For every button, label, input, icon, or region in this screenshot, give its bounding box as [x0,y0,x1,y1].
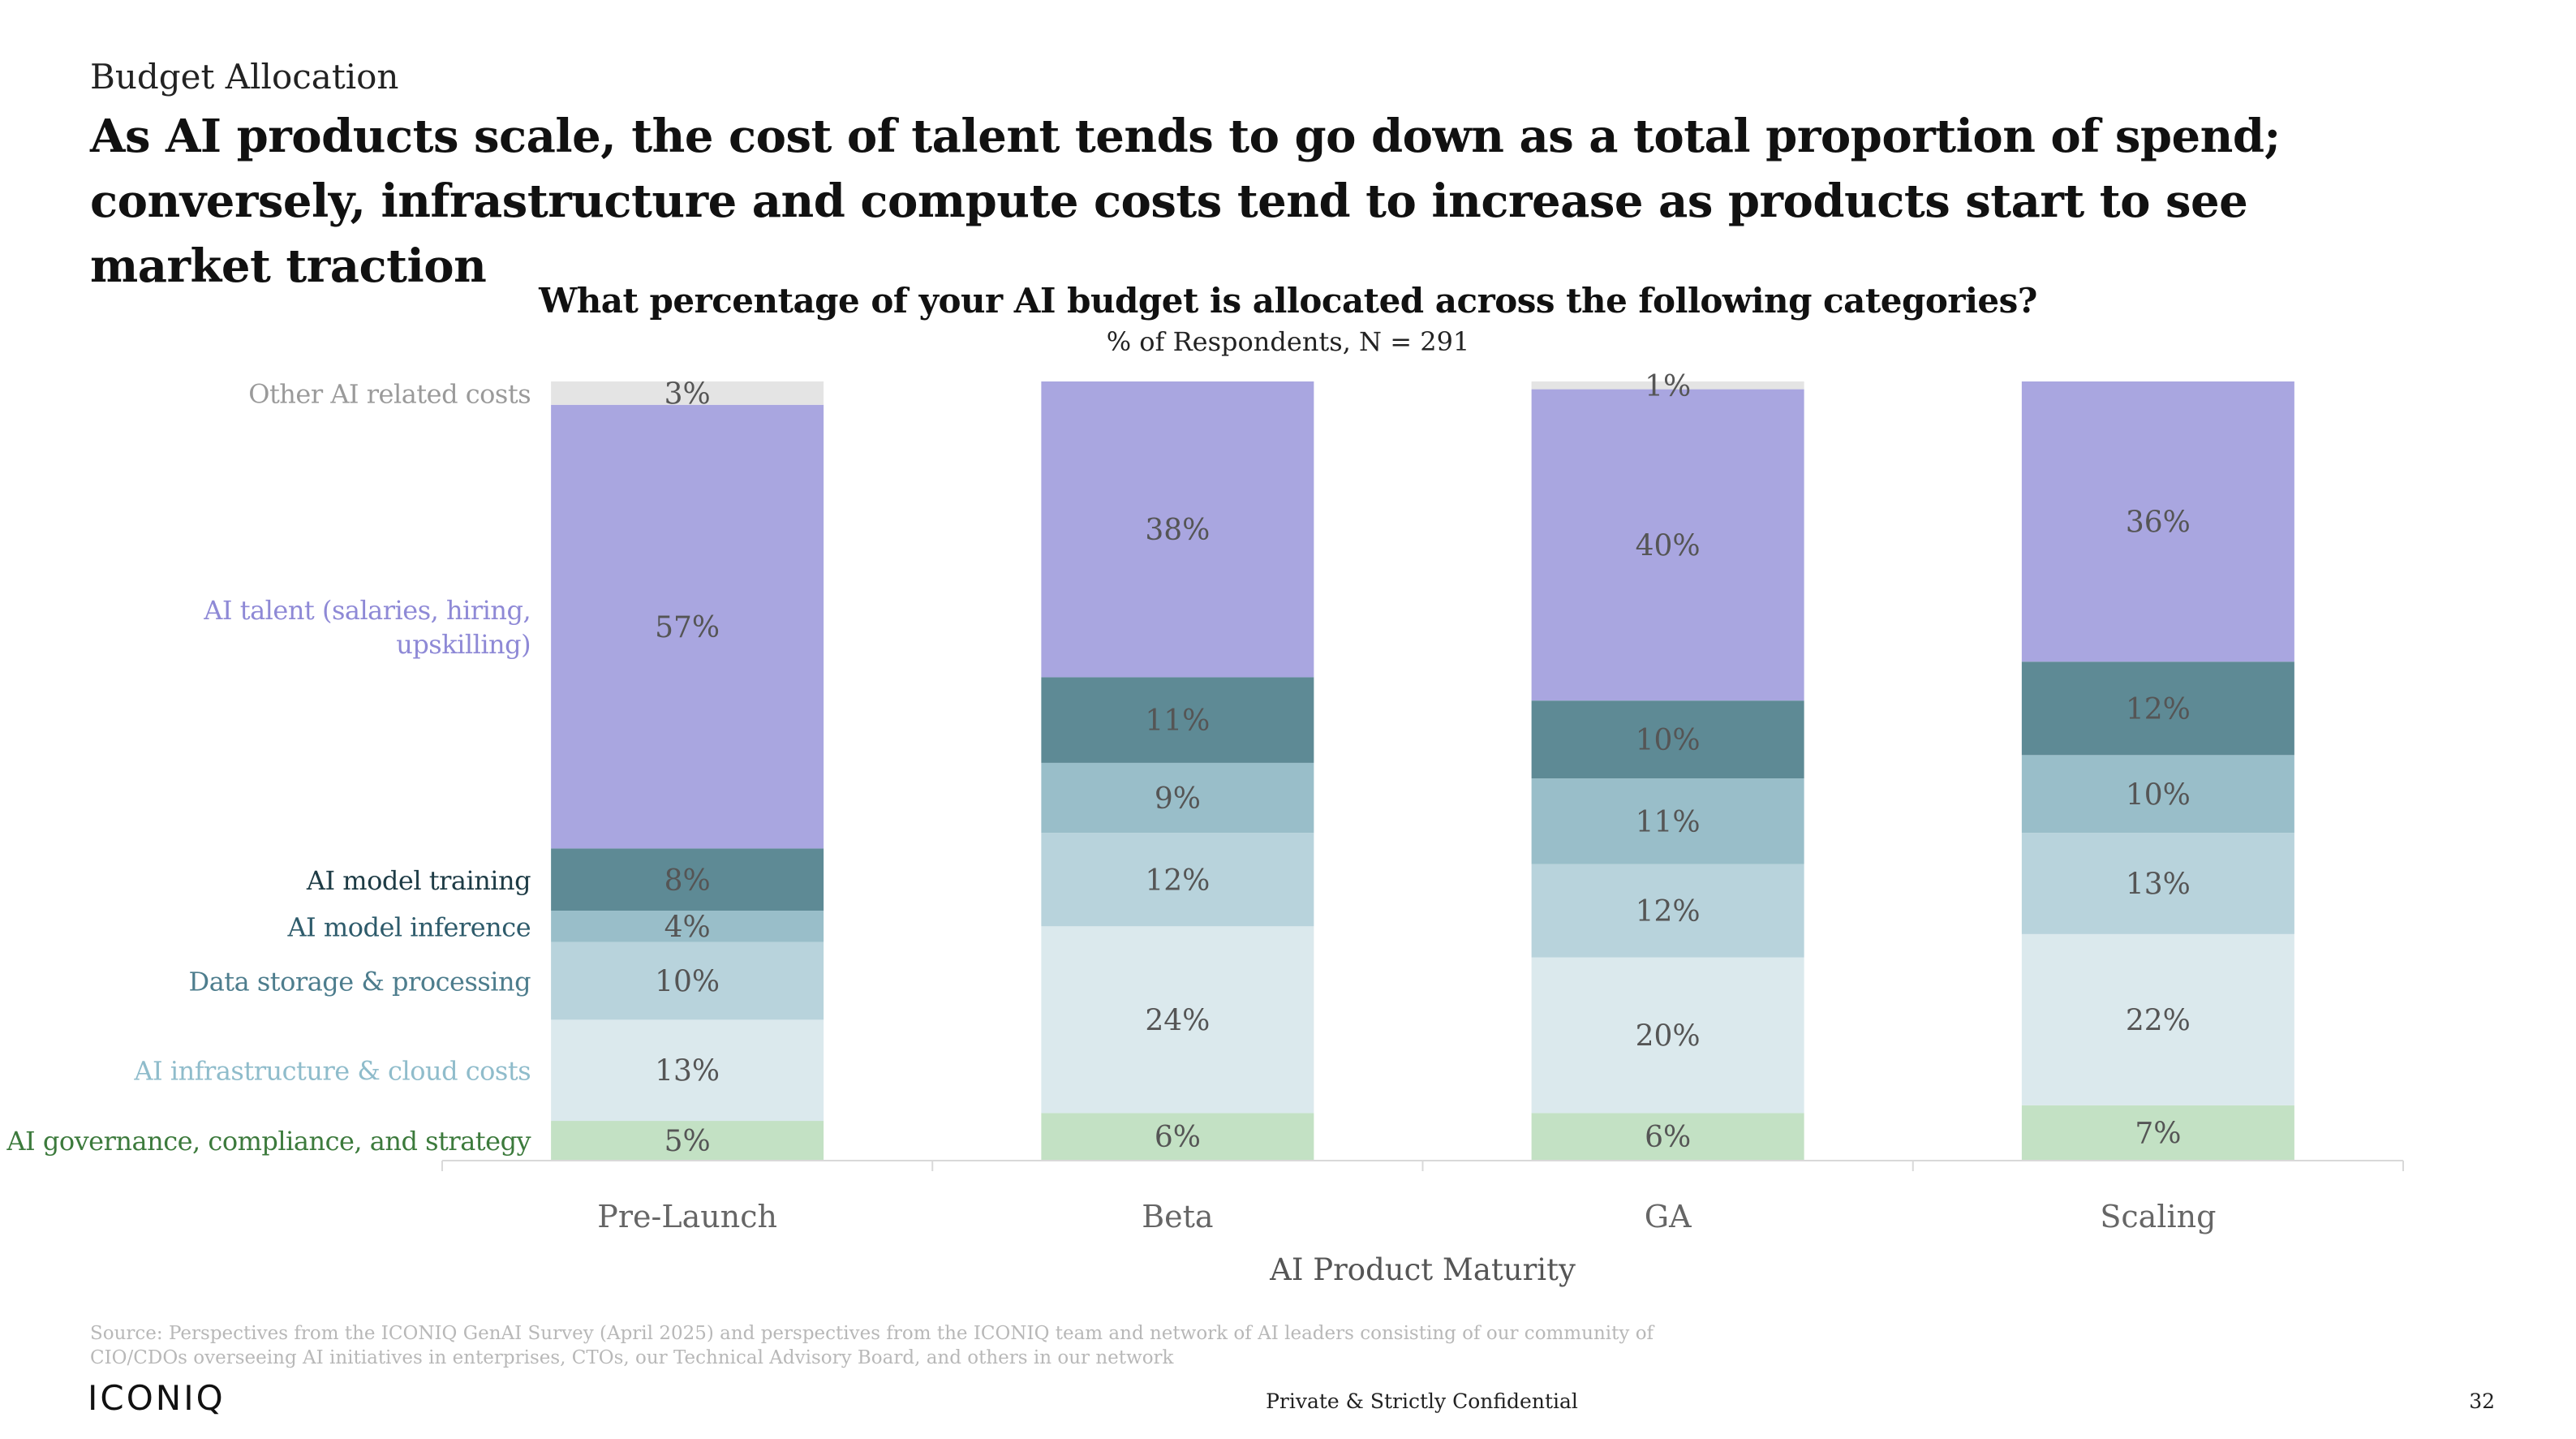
data-label: 11% [1636,806,1701,839]
data-label: 57% [655,611,720,644]
bar-segment-ga-6 [1531,381,1804,390]
bar-segment-pre-launch-4 [551,848,824,911]
bar-segment-ga-3 [1531,778,1804,864]
data-label: 10% [655,965,720,998]
bar-segment-scaling-2 [2021,833,2294,934]
data-label: 20% [1636,1020,1701,1053]
legend-label: AI model training [306,865,531,896]
bar-segment-pre-launch-1 [551,1019,824,1122]
legend-label: upskilling) [396,629,531,660]
data-label: 10% [2126,778,2191,812]
bar-segment-beta-2 [1041,833,1314,927]
chart-title: What percentage of your AI budget is all… [539,281,2037,321]
data-label: 1% [1645,370,1691,403]
page-headline: As AI products scale, the cost of talent… [90,110,2281,293]
data-label: 9% [1155,782,1201,816]
legend-label: AI governance, compliance, and strategy [6,1126,531,1157]
x-tick-label: Beta [1142,1199,1213,1234]
legend-label: AI infrastructure & cloud costs [133,1056,531,1087]
data-label: 12% [1145,864,1210,898]
iconiq-logo: ICONIQ [88,1378,226,1418]
data-label: 12% [2126,693,2191,726]
x-tick-label: Scaling [2100,1199,2216,1234]
bar-segment-scaling-3 [2021,755,2294,834]
bar-segment-pre-launch-5 [551,404,824,849]
bar-segment-scaling-5 [2021,381,2294,662]
bar-segment-scaling-0 [2021,1105,2294,1160]
data-label: 13% [2126,868,2191,902]
data-label: 10% [1636,724,1701,757]
data-label: 5% [664,1125,711,1158]
data-label: 6% [1155,1121,1201,1154]
bar-segment-scaling-4 [2021,661,2294,756]
page-number: 32 [2469,1389,2495,1413]
data-label: 4% [664,911,711,944]
data-label: 7% [2135,1117,2181,1150]
data-label: 22% [2126,1004,2191,1037]
stacked-bar-chart: 5% 13% 10% 4% 8% 57% 3% Pre-Launch 6% 24% 12% 9% 11%… [6,370,2404,1287]
legend-label: AI model inference [286,911,531,942]
bar-segment-beta-5 [1041,381,1314,678]
data-label: 24% [1145,1004,1210,1037]
bar-segment-ga-1 [1531,957,1804,1114]
bar-segment-pre-launch-6 [551,381,824,405]
bar-segment-pre-launch-0 [551,1121,824,1160]
chart-subtitle: % of Respondents, N = 291 [1106,326,1470,357]
data-label: 40% [1636,529,1701,562]
source-note: Source: Perspectives from the ICONIQ Gen… [90,1323,1654,1368]
bar-segment-beta-3 [1041,762,1314,834]
section-label: Budget Allocation [90,57,399,97]
data-label: 38% [1145,514,1210,547]
data-label: 11% [1145,704,1210,738]
data-label: 12% [1636,895,1701,928]
data-label: 8% [664,864,711,898]
legend-label: Data storage & processing [189,966,531,997]
data-label: 3% [664,377,711,411]
data-label: 13% [655,1055,720,1088]
confidential-label: Private & Strictly Confidential [1266,1389,1578,1413]
bar-segment-ga-5 [1531,389,1804,701]
bar-segment-pre-launch-2 [551,941,824,1020]
bar-segment-ga-4 [1531,700,1804,779]
data-label: 36% [2126,506,2191,540]
legend-label: Other AI related costs [248,378,531,409]
data-label: 6% [1645,1121,1691,1154]
x-axis-title: AI Product Maturity [1269,1252,1576,1287]
bar-segment-ga-2 [1531,864,1804,958]
bar-segment-scaling-1 [2021,933,2294,1105]
legend-label: AI talent (salaries, hiring, [203,595,531,626]
bar-segment-beta-0 [1041,1113,1314,1160]
bar-segment-pre-launch-3 [551,911,824,942]
bar-segment-beta-1 [1041,926,1314,1114]
x-tick-label: GA [1645,1199,1692,1234]
bar-segment-ga-0 [1531,1113,1804,1160]
bar-segment-beta-4 [1041,677,1314,763]
x-tick-label: Pre-Launch [597,1199,777,1234]
